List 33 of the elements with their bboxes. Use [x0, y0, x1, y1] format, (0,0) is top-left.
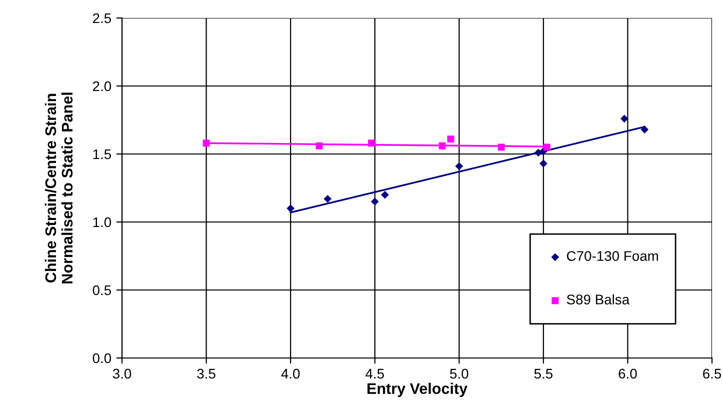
point	[324, 194, 332, 203]
x-tick-label: 5.0	[450, 368, 468, 379]
point	[370, 198, 379, 206]
y-tick-label: 1.5	[93, 149, 112, 160]
y-tick-label: 0.0	[92, 353, 112, 364]
point	[202, 140, 210, 147]
point	[381, 190, 389, 199]
x-tick-label: 4.5	[366, 368, 384, 379]
point	[368, 140, 375, 147]
point	[286, 204, 294, 212]
y-axis-title: Chine Strain/Centre Strain Normalised to Static Panel	[44, 92, 73, 284]
point	[540, 160, 548, 168]
y-tick-label: 0.5	[92, 285, 112, 296]
x-tick-label: 3.5	[197, 368, 216, 379]
x-tick-label: 6.5	[703, 368, 722, 379]
x-tick-label: 4.0	[281, 368, 300, 379]
x-tick-label: 5.5	[534, 368, 552, 379]
point	[543, 144, 550, 151]
point	[620, 114, 628, 123]
legend-label: S89 Balsa	[566, 294, 630, 304]
point	[640, 126, 648, 134]
legend-label: C70-130 Foam	[566, 251, 658, 261]
point	[438, 142, 446, 150]
y-tick-label: 2.0	[92, 81, 112, 92]
y-tick-label: 2.5	[92, 13, 112, 24]
x-tick-label: 6.0	[618, 368, 637, 379]
x-axis-title: Entry Velocity	[368, 382, 468, 397]
point	[316, 142, 323, 150]
point	[455, 162, 464, 170]
point	[498, 144, 505, 151]
point	[447, 136, 454, 143]
y-tick-label: 1.0	[93, 217, 112, 228]
x-tick-label: 3.0	[112, 368, 132, 379]
